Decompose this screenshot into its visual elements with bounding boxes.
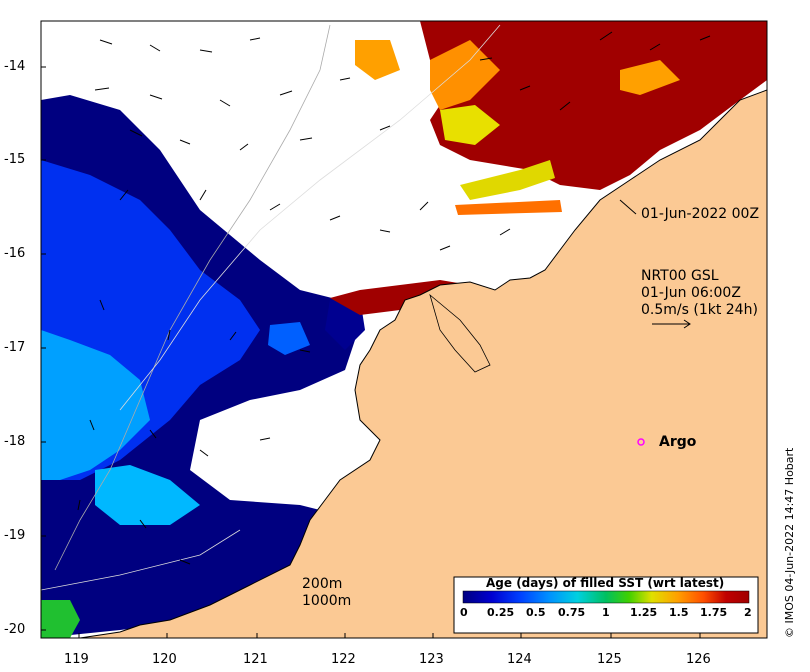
axis-ticks [41,66,701,638]
argo-marker [637,438,645,446]
colorbar-tick: 1.25 [630,606,658,619]
lon-tick-124: 124 [507,652,532,667]
contour-label-200m: 200m [302,576,343,592]
colorbar-box [453,576,759,634]
scale-label: 0.5m/s (1kt 24h) [641,302,758,318]
current-source-label: NRT00 GSL [641,268,719,284]
lat-tick-16: -16 [4,246,26,261]
sst-cyan-region [41,330,150,480]
lat-tick-20: -20 [4,622,26,637]
land-peninsula [429,293,491,373]
lat-tick-18: -18 [4,434,26,449]
lon-tick-121: 121 [243,652,268,667]
land-mass [79,89,767,638]
image-date-label: 01-Jun-2022 00Z [641,206,760,222]
image-date-pointer [619,199,637,215]
sst-orange-top [355,40,400,80]
colorbar-tick: 0 [460,606,468,619]
sst-orange-right [620,60,680,95]
contour-offshore [41,529,241,591]
lat-tick-14: -14 [4,59,26,74]
sst-yellow-region [440,105,500,145]
sst-light-cyan-region [95,465,200,525]
lon-tick-120: 120 [152,652,177,667]
scale-arrow [652,319,691,329]
colorbar-tick: 0.5 [526,606,546,619]
lon-tick-126: 126 [686,652,711,667]
colorbar-tick: 0.75 [558,606,586,619]
sst-orange-region [430,40,500,110]
colorbar-tick: 0.25 [487,606,515,619]
lon-tick-119: 119 [64,652,89,667]
contour-1000m [119,24,501,411]
colorbar-tick: 1.75 [700,606,728,619]
lat-tick-15: -15 [4,152,26,167]
credit-label: © IMOS 04-Jun-2022 14:47 Hobart [783,447,796,638]
contour-200m [54,24,331,571]
lat-tick-19: -19 [4,528,26,543]
current-time-label: 01-Jun 06:00Z [641,285,741,301]
sst-dark-red-region [420,21,767,190]
colorbar-title: Age (days) of filled SST (wrt latest) [486,576,725,590]
current-vectors [77,31,711,565]
sst-yellow-band [460,160,555,200]
lon-tick-122: 122 [331,652,356,667]
sst-green-patch [41,600,80,638]
argo-label: Argo [659,434,697,450]
lat-tick-17: -17 [4,340,26,355]
sst-blue-small [268,322,310,355]
colorbar-tick: 1 [602,606,610,619]
lon-tick-125: 125 [597,652,622,667]
colorbar-tick: 1.5 [669,606,689,619]
colorbar-tick: 2 [744,606,752,619]
colorbar [462,590,750,604]
lon-tick-123: 123 [419,652,444,667]
plot-frame [40,20,768,639]
contour-label-1000m: 1000m [302,593,352,609]
sst-orange-band [455,200,562,215]
